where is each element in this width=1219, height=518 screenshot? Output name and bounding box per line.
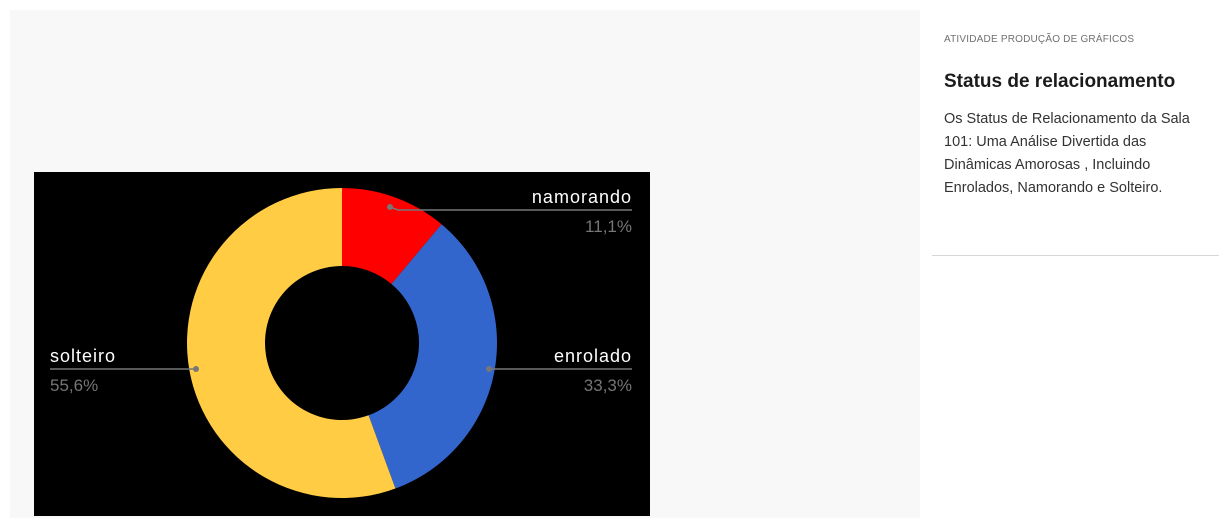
donut-chart-svg: namorando 11,1% enrolado 33,3% solteiro 55,6% <box>50 187 632 498</box>
activity-title: Status de relacionamento <box>944 71 1176 92</box>
slice-value-namorando: 11,1% <box>585 217 632 236</box>
slice-value-enrolado: 33,3% <box>584 376 632 395</box>
activity-category: ATIVIDADE PRODUÇÃO DE GRÁFICOS <box>944 34 1135 45</box>
activity-description: Os Status de Relacionamento da Sala 101:… <box>944 111 1190 196</box>
slice-namorando <box>342 188 442 284</box>
slice-label-enrolado: enrolado <box>554 346 632 366</box>
donut-chart: namorando 11,1% enrolado 33,3% solteiro 55,6% <box>34 172 650 516</box>
leader-line-namorando <box>389 206 632 211</box>
slice-solteiro <box>187 188 396 498</box>
slice-enrolado <box>368 224 497 489</box>
activity-info-panel: ATIVIDADE PRODUÇÃO DE GRÁFICOS Status de… <box>932 0 1219 256</box>
slice-label-namorando: namorando <box>532 187 632 207</box>
slice-value-solteiro: 55,6% <box>50 376 98 395</box>
slice-label-solteiro: solteiro <box>50 346 116 366</box>
